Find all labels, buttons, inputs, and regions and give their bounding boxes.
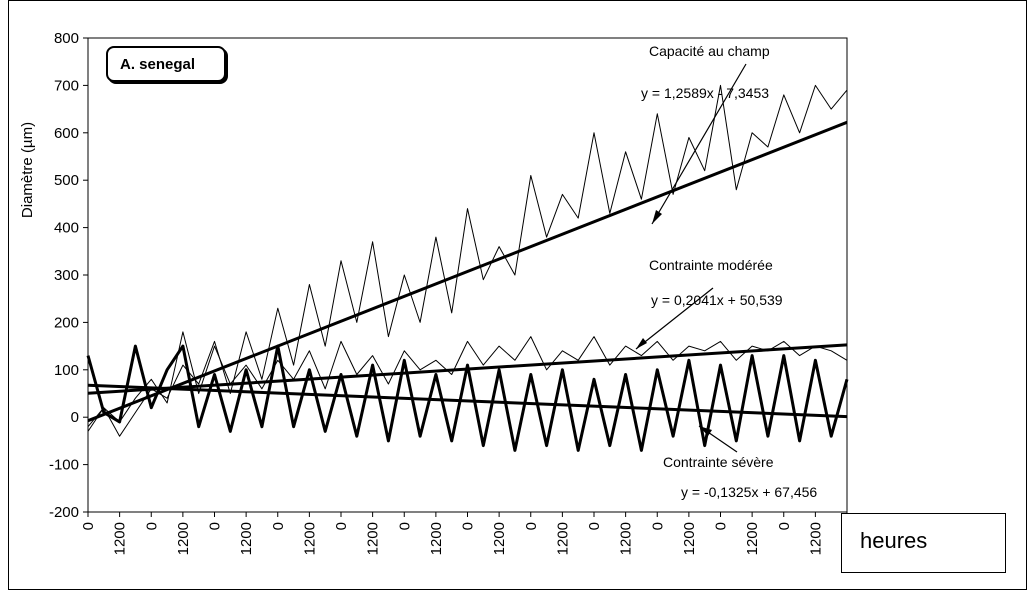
trendline-group	[87, 120, 848, 423]
y-tick-label: -200	[49, 504, 79, 521]
x-axis-label: heures	[860, 528, 928, 553]
x-tick-label: 1200	[681, 522, 698, 555]
x-tick-label: 1200	[428, 522, 445, 555]
x-tick-label: 0	[460, 522, 477, 530]
x-tick-label: 1200	[491, 522, 508, 555]
annotation-moderee-label: Contrainte modérée	[649, 257, 773, 273]
y-tick-label: 300	[54, 267, 79, 284]
trendline-3	[87, 383, 848, 419]
x-tick-label: 1200	[112, 522, 129, 555]
x-tick-label: 0	[649, 522, 666, 530]
x-tick-label: 1200	[175, 522, 192, 555]
x-tick-label: 1200	[807, 522, 824, 555]
x-tick-label: 1200	[554, 522, 571, 555]
chart-frame	[8, 0, 1027, 590]
x-tick-label: 1200	[365, 522, 382, 555]
species-label: A. senegal	[120, 56, 196, 73]
annotation-capacite-equation: y = 1,2589x - 7,3453	[641, 85, 769, 101]
x-tick-label: 1200	[618, 522, 635, 555]
x-tick-label: 0	[80, 522, 97, 530]
y-axis: 800 700 600 500 400 300 200 100 0 -100 -200	[49, 30, 88, 521]
x-unit-box: heures	[841, 513, 1006, 573]
x-tick-label: 1200	[744, 522, 761, 555]
annotation-group: Capacité au champ y = 1,2589x - 7,3453 C…	[635, 43, 817, 500]
x-tick-label: 0	[396, 522, 413, 530]
arrowhead-moderee	[636, 338, 647, 349]
y-tick-label: 200	[54, 314, 79, 331]
x-tick-label: 0	[143, 522, 160, 530]
annotation-moderee-equation: y = 0,2041x + 50,539	[651, 292, 783, 308]
x-tick-label: 0	[586, 522, 603, 530]
x-tick-label: 0	[270, 522, 287, 530]
y-tick-label: 600	[54, 125, 79, 142]
annotation-capacite-label: Capacité au champ	[649, 43, 770, 59]
x-tick-label: 0	[333, 522, 350, 530]
y-tick-label: 500	[54, 172, 79, 189]
annotation-severe-equation: y = -0,1325x + 67,456	[681, 484, 817, 500]
y-tick-label: 800	[54, 30, 79, 47]
series-line-2	[87, 331, 848, 432]
x-tick-label: 1200	[238, 522, 255, 555]
annotation-severe-label: Contrainte sévère	[663, 454, 774, 470]
y-tick-label: -100	[49, 457, 79, 474]
plot-area	[87, 37, 848, 513]
species-label-box: A. senegal	[106, 46, 226, 82]
series-line-1	[87, 84, 848, 437]
x-tick-label: 1200	[301, 522, 318, 555]
arrowhead-capacite	[652, 210, 662, 224]
y-tick-label: 100	[54, 362, 79, 379]
arrowhead-severe	[699, 426, 712, 436]
y-tick-label: 700	[54, 77, 79, 94]
y-tick-label: 400	[54, 220, 79, 237]
arrow-capacite	[651, 63, 747, 225]
x-tick-label: 0	[207, 522, 224, 530]
arrow-moderee	[635, 287, 714, 350]
x-tick-label: 0	[713, 522, 730, 530]
series-line-3	[86, 344, 849, 452]
trendline-1	[87, 120, 848, 423]
y-axis-label: Diamètre (µm)	[19, 122, 36, 218]
x-axis: 0 1200 0 1200 0 1200 0 1200 0 1200 0 1200 0 1200 0 1200…	[80, 512, 856, 555]
x-tick-label: 0	[523, 522, 540, 530]
series-group	[86, 84, 849, 452]
trendline-2	[87, 343, 848, 395]
x-tick-label: 0	[776, 522, 793, 530]
y-tick-label: 0	[71, 409, 79, 426]
